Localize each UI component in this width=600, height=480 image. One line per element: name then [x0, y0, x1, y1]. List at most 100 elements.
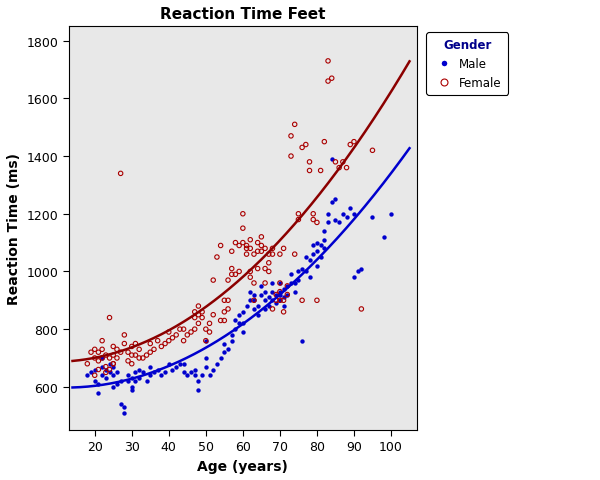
Point	[109, 360, 118, 368]
Point	[338, 159, 347, 167]
Point	[101, 374, 110, 382]
Point	[164, 337, 173, 345]
Point	[119, 403, 129, 411]
Point	[275, 288, 284, 296]
Point	[197, 314, 207, 322]
Title: Reaction Time Feet: Reaction Time Feet	[160, 7, 326, 22]
Point	[145, 372, 155, 379]
Point	[286, 153, 296, 161]
Point	[268, 288, 277, 296]
Point	[245, 288, 255, 296]
Point	[331, 159, 340, 167]
Point	[264, 294, 274, 301]
Point	[386, 210, 396, 218]
Point	[253, 265, 262, 273]
Point	[316, 253, 325, 261]
Point	[253, 248, 262, 255]
Point	[208, 276, 218, 284]
Point	[223, 346, 233, 353]
Point	[301, 142, 311, 149]
Point	[260, 245, 270, 252]
Point	[257, 248, 266, 255]
Point	[271, 297, 281, 304]
Point	[119, 331, 129, 339]
Point	[179, 325, 188, 333]
Point	[90, 354, 100, 362]
Point	[220, 340, 229, 348]
Point	[97, 354, 107, 362]
Point	[349, 210, 359, 218]
Point	[101, 351, 110, 359]
Point	[216, 242, 226, 250]
Point	[194, 302, 203, 310]
Point	[312, 248, 322, 255]
Point	[119, 340, 129, 348]
Point	[264, 268, 274, 276]
Point	[190, 325, 200, 333]
Point	[298, 297, 307, 304]
Point	[320, 236, 329, 244]
Point	[279, 285, 289, 293]
Point	[127, 383, 137, 391]
Point	[190, 308, 200, 316]
Point	[286, 271, 296, 278]
Point	[109, 360, 118, 368]
Point	[331, 216, 340, 224]
Point	[160, 340, 170, 348]
Point	[283, 291, 292, 299]
Point	[142, 351, 151, 359]
Point	[94, 348, 103, 356]
Point	[268, 245, 277, 252]
Point	[308, 216, 318, 224]
Point	[245, 297, 255, 304]
Point	[320, 245, 329, 252]
Point	[145, 348, 155, 356]
Point	[275, 288, 284, 296]
Point	[298, 265, 307, 273]
Point	[353, 268, 362, 276]
Point	[109, 351, 118, 359]
Point	[253, 239, 262, 247]
Point	[257, 233, 266, 241]
Point	[257, 282, 266, 290]
Point	[97, 363, 107, 371]
Point	[194, 377, 203, 385]
Point	[179, 369, 188, 376]
Point	[109, 363, 118, 371]
Point	[131, 340, 140, 348]
Point	[216, 354, 226, 362]
Point	[227, 271, 236, 278]
Point	[123, 372, 133, 379]
Point	[356, 305, 366, 313]
Point	[94, 380, 103, 388]
Point	[338, 210, 347, 218]
Point	[268, 251, 277, 258]
Point	[275, 297, 284, 304]
Point	[186, 328, 196, 336]
Point	[230, 325, 240, 333]
Point	[194, 386, 203, 394]
Point	[160, 369, 170, 376]
Point	[238, 320, 248, 327]
Point	[290, 279, 299, 287]
Point	[349, 274, 359, 281]
Point	[138, 369, 148, 376]
Point	[235, 311, 244, 319]
Point	[283, 291, 292, 299]
Point	[153, 366, 163, 373]
Point	[279, 302, 289, 310]
Point	[342, 165, 352, 172]
Point	[190, 366, 200, 373]
Point	[194, 320, 203, 327]
Point	[308, 251, 318, 258]
Point	[245, 245, 255, 252]
Point	[149, 346, 159, 353]
Point	[201, 337, 211, 345]
Point	[105, 314, 115, 322]
Point	[127, 360, 137, 368]
Point	[205, 328, 214, 336]
Point	[279, 297, 289, 304]
Point	[220, 308, 229, 316]
Point	[220, 297, 229, 304]
Point	[123, 357, 133, 365]
